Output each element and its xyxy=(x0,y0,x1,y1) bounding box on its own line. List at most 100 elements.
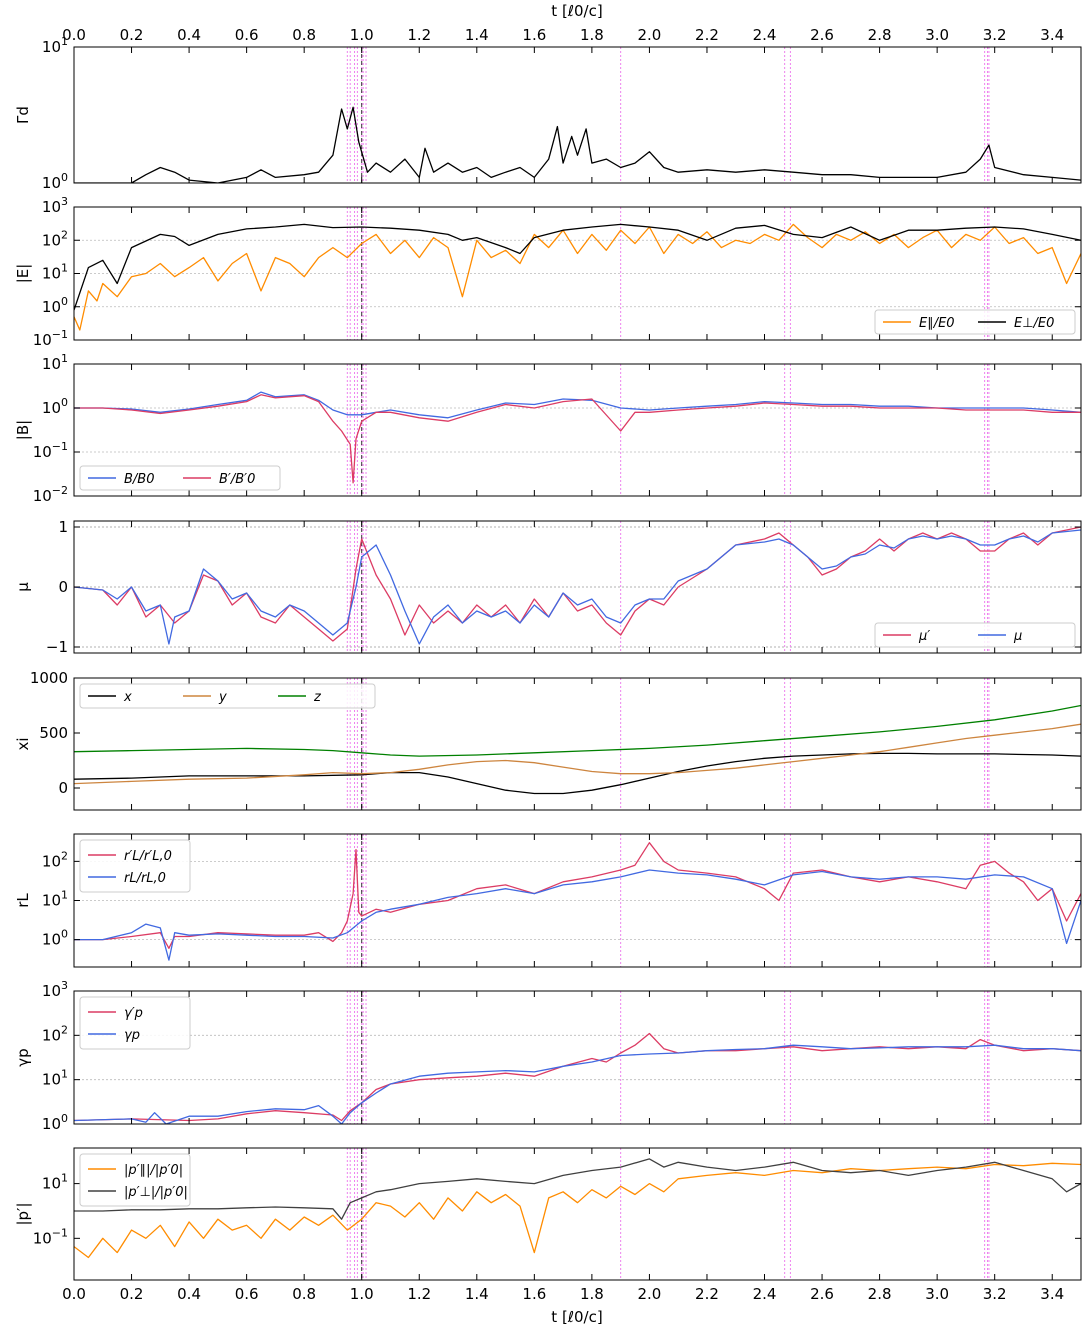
series-line xyxy=(74,391,1081,419)
series-line xyxy=(74,1032,1081,1122)
legend-label: μ′ xyxy=(918,629,930,644)
plot-frame xyxy=(73,363,1082,497)
legend-box xyxy=(874,309,1076,335)
y-tick-label: 0 xyxy=(58,779,68,797)
series-line xyxy=(74,752,1081,795)
y-axis-label: μ xyxy=(14,582,32,592)
x-tick-label: 0.4 xyxy=(177,26,201,44)
legend-label: x xyxy=(123,690,132,705)
x-tick-label: 1.4 xyxy=(465,26,489,44)
legend-label: y xyxy=(218,690,227,705)
y-tick-label: 10−2 xyxy=(33,484,68,505)
y-tick-label: 102 xyxy=(42,228,68,249)
legend: x y z xyxy=(79,683,376,709)
x-tick-label: 0.0 xyxy=(62,1285,86,1303)
x-tick-label: 1.6 xyxy=(522,26,546,44)
series-line xyxy=(74,394,1081,484)
x-tick-label: 2.6 xyxy=(810,26,834,44)
x-tick-label: 1.0 xyxy=(350,26,374,44)
x-tick-label: 1.0 xyxy=(350,1285,374,1303)
x-tick-label: 0.6 xyxy=(235,26,259,44)
panel-gamma_p: 100 101 102 103 γp γ′p γp xyxy=(14,979,1082,1133)
legend: B/B0 B′/B′0 xyxy=(79,465,281,491)
plot-frame xyxy=(73,677,1082,811)
y-tick-label: 101 xyxy=(42,1068,68,1089)
x-tick-label: 0.6 xyxy=(235,1285,259,1303)
legend-label: E∥/E0 xyxy=(919,316,955,331)
legend-label: rL/rL,0 xyxy=(124,871,166,886)
x-tick-label: 2.8 xyxy=(868,26,892,44)
y-tick-label: 100 xyxy=(42,295,68,316)
x-tick-label: 2.0 xyxy=(637,26,661,44)
x-tick-label: 2.0 xyxy=(637,1285,661,1303)
y-axis-label: |B| xyxy=(14,420,32,440)
y-tick-label: 500 xyxy=(39,724,68,742)
legend: γ′p γp xyxy=(79,996,191,1050)
x-tick-label: 1.2 xyxy=(407,1285,431,1303)
panel-gamma_d: 0.0 0.2 0.4 0.6 0.8 1.0 1.2 1.4 1.6 1.8 2.0 2.2 2.4 2… xyxy=(14,26,1082,192)
y-tick-label: 101 xyxy=(42,1172,68,1193)
legend-box xyxy=(79,1153,191,1207)
panel-position: 0 500 1000 xi x y z xyxy=(14,669,1082,811)
y-axis-label: γp xyxy=(14,1048,32,1066)
legend-label: B/B0 xyxy=(124,472,155,487)
series-line xyxy=(74,1044,1081,1124)
x-tick-label: 0.0 xyxy=(62,26,86,44)
panel-B_field: 10−2 10−1 100 101 |B| B/B0 B′/B′0 xyxy=(14,352,1082,505)
plot-frame xyxy=(73,1147,1082,1281)
legend-box xyxy=(874,622,1076,648)
y-tick-label: 100 xyxy=(42,928,68,949)
bottom-x-axis-label: t [ℓ0/c] xyxy=(551,1308,602,1326)
y-tick-label: 100 xyxy=(42,171,68,192)
legend-label: μ xyxy=(1013,629,1022,644)
x-tick-label: 0.8 xyxy=(292,26,316,44)
series-line xyxy=(74,223,1081,311)
y-tick-label: 100 xyxy=(42,1112,68,1133)
series-line xyxy=(74,869,1081,961)
y-tick-label: 101 xyxy=(42,262,68,283)
x-tick-label: 3.4 xyxy=(1040,26,1064,44)
legend-box xyxy=(79,465,281,491)
x-tick-label: 0.2 xyxy=(120,1285,144,1303)
x-tick-label: 0.2 xyxy=(120,26,144,44)
y-tick-label: 102 xyxy=(42,849,68,870)
y-tick-label: −1 xyxy=(46,638,68,656)
series-line xyxy=(74,704,1081,757)
y-tick-label: 100 xyxy=(42,396,68,417)
x-tick-label: 3.0 xyxy=(925,26,949,44)
y-tick-label: 10−1 xyxy=(33,1226,68,1247)
y-axis-label: rL xyxy=(14,893,32,908)
plot-frame xyxy=(73,990,1082,1125)
x-tick-label: 3.2 xyxy=(983,26,1007,44)
x-tick-label: 0.4 xyxy=(177,1285,201,1303)
series-line xyxy=(74,1162,1081,1259)
y-tick-label: 101 xyxy=(42,352,68,373)
x-tick-label: 3.4 xyxy=(1040,1285,1064,1303)
series-line xyxy=(74,106,1081,183)
legend-label: γ′p xyxy=(124,1006,143,1021)
x-tick-label: 1.6 xyxy=(522,1285,546,1303)
panel-E_field: 10−1 100 101 102 103 |E| E∥/E0 E⊥/E0 xyxy=(14,195,1082,349)
y-tick-label: 101 xyxy=(42,35,68,56)
x-tick-label: 2.8 xyxy=(868,1285,892,1303)
legend-label: E⊥/E0 xyxy=(1014,316,1054,331)
legend-box xyxy=(79,996,191,1050)
legend: E∥/E0 E⊥/E0 xyxy=(874,309,1076,335)
plot-frame xyxy=(73,833,1082,968)
panel-mu: −1 0 1 μ μ′ μ xyxy=(14,518,1082,656)
y-tick-label: 101 xyxy=(42,889,68,910)
y-axis-label: |E| xyxy=(14,264,32,284)
y-tick-label: 0 xyxy=(58,578,68,596)
legend-label: B′/B′0 xyxy=(219,472,255,487)
series-line xyxy=(74,1158,1081,1220)
x-tick-label: 2.4 xyxy=(753,1285,777,1303)
legend: μ′ μ xyxy=(874,622,1076,648)
series-line xyxy=(74,842,1081,949)
legend-label: r′L/r′L,0 xyxy=(124,849,172,864)
series-line xyxy=(74,723,1081,785)
plot-frame xyxy=(73,46,1082,184)
top-x-axis-label: t [ℓ0/c] xyxy=(551,2,602,20)
legend-box xyxy=(79,683,376,709)
y-tick-label: 1000 xyxy=(30,669,68,687)
panel-momentum: 0.0 0.2 0.4 0.6 0.8 1.0 1.2 1.4 1.6 1.8 2.0 2.2 2.4 2… xyxy=(14,1147,1082,1303)
